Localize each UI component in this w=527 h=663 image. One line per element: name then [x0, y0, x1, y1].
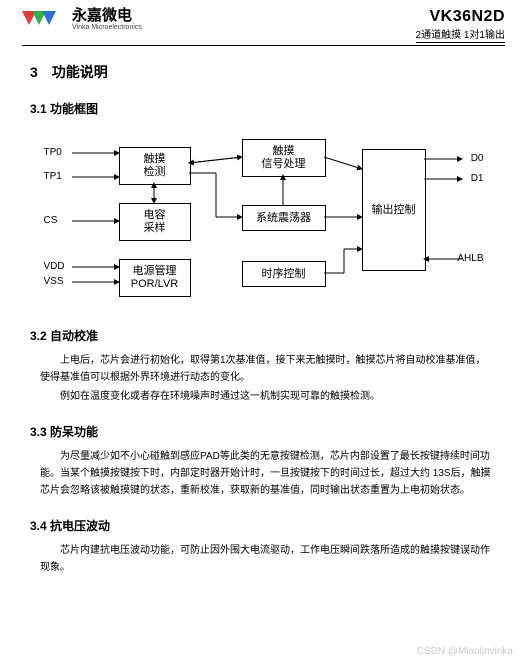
heading-3-3: 3.3 防呆功能 — [30, 423, 497, 440]
node-out-ctrl: 输出控制 — [362, 149, 426, 271]
brand: 永嘉微电 Vinka Microelectronics — [22, 8, 142, 31]
logo-diamond-3 — [42, 11, 56, 25]
para-3-3-a: 为尽量减少如不小心碰触到感应PAD等此类的无意按键检测，芯片内部设置了最长按键持… — [40, 448, 491, 499]
block-diagram: TP0 TP1 CS VDD VSS D0 D1 AHLB 触摸 检测 电容 采… — [44, 129, 484, 309]
heading-3-1: 3.1 功能框图 — [30, 100, 497, 117]
pin-cs: CS — [44, 215, 58, 226]
para-3-2-b: 例如在温度变化或者存在环境噪声时通过这一机制实现可靠的触摸检测。 — [40, 388, 491, 405]
pin-ahlb: AHLB — [457, 253, 483, 264]
datasheet-page: 永嘉微电 Vinka Microelectronics VK36N2D 2通道触… — [0, 0, 527, 663]
node-power: 电源管理 POR/LVR — [119, 259, 191, 297]
para-3-2-a: 上电后，芯片会进行初始化，取得第1次基准值，接下来无触摸时，触摸芯片将自动校准基… — [40, 352, 491, 386]
pin-tp1: TP1 — [44, 171, 62, 182]
watermark: CSDN @Miaolinvinka — [417, 646, 513, 657]
brand-name-cn: 永嘉微电 — [72, 8, 142, 24]
heading-3-4: 3.4 抗电压波动 — [30, 517, 497, 534]
product-code: VK36N2D — [429, 8, 505, 26]
pin-d1: D1 — [471, 173, 484, 184]
page-header: 永嘉微电 Vinka Microelectronics VK36N2D 2通道触… — [0, 0, 527, 43]
content: 3 功能说明 3.1 功能框图 TP0 TP1 CS VDD VSS D0 D1… — [0, 62, 527, 576]
product-block: VK36N2D 2通道触摸 1对1输出 — [416, 8, 505, 43]
node-touch-detect: 触摸 检测 — [119, 147, 191, 185]
product-desc: 2通道触摸 1对1输出 — [416, 26, 505, 43]
node-cap-sample: 电容 采样 — [119, 203, 191, 241]
header-rule — [22, 45, 505, 46]
pin-d0: D0 — [471, 153, 484, 164]
brand-logo — [22, 9, 66, 31]
pin-vdd: VDD — [44, 261, 65, 272]
heading-3: 3 功能说明 — [30, 62, 497, 82]
node-sig-proc: 触摸 信号处理 — [242, 139, 326, 177]
brand-name-en: Vinka Microelectronics — [72, 24, 142, 31]
pin-tp0: TP0 — [44, 147, 62, 158]
node-osc: 系统震荡器 — [242, 205, 326, 231]
node-timing: 时序控制 — [242, 261, 326, 287]
pin-vss: VSS — [44, 276, 64, 287]
heading-3-2: 3.2 自动校准 — [30, 327, 497, 344]
para-3-4-a: 芯片内建抗电压波动功能，可防止因外围大电流驱动，工作电压瞬间跌落所造成的触摸按键… — [40, 542, 491, 576]
